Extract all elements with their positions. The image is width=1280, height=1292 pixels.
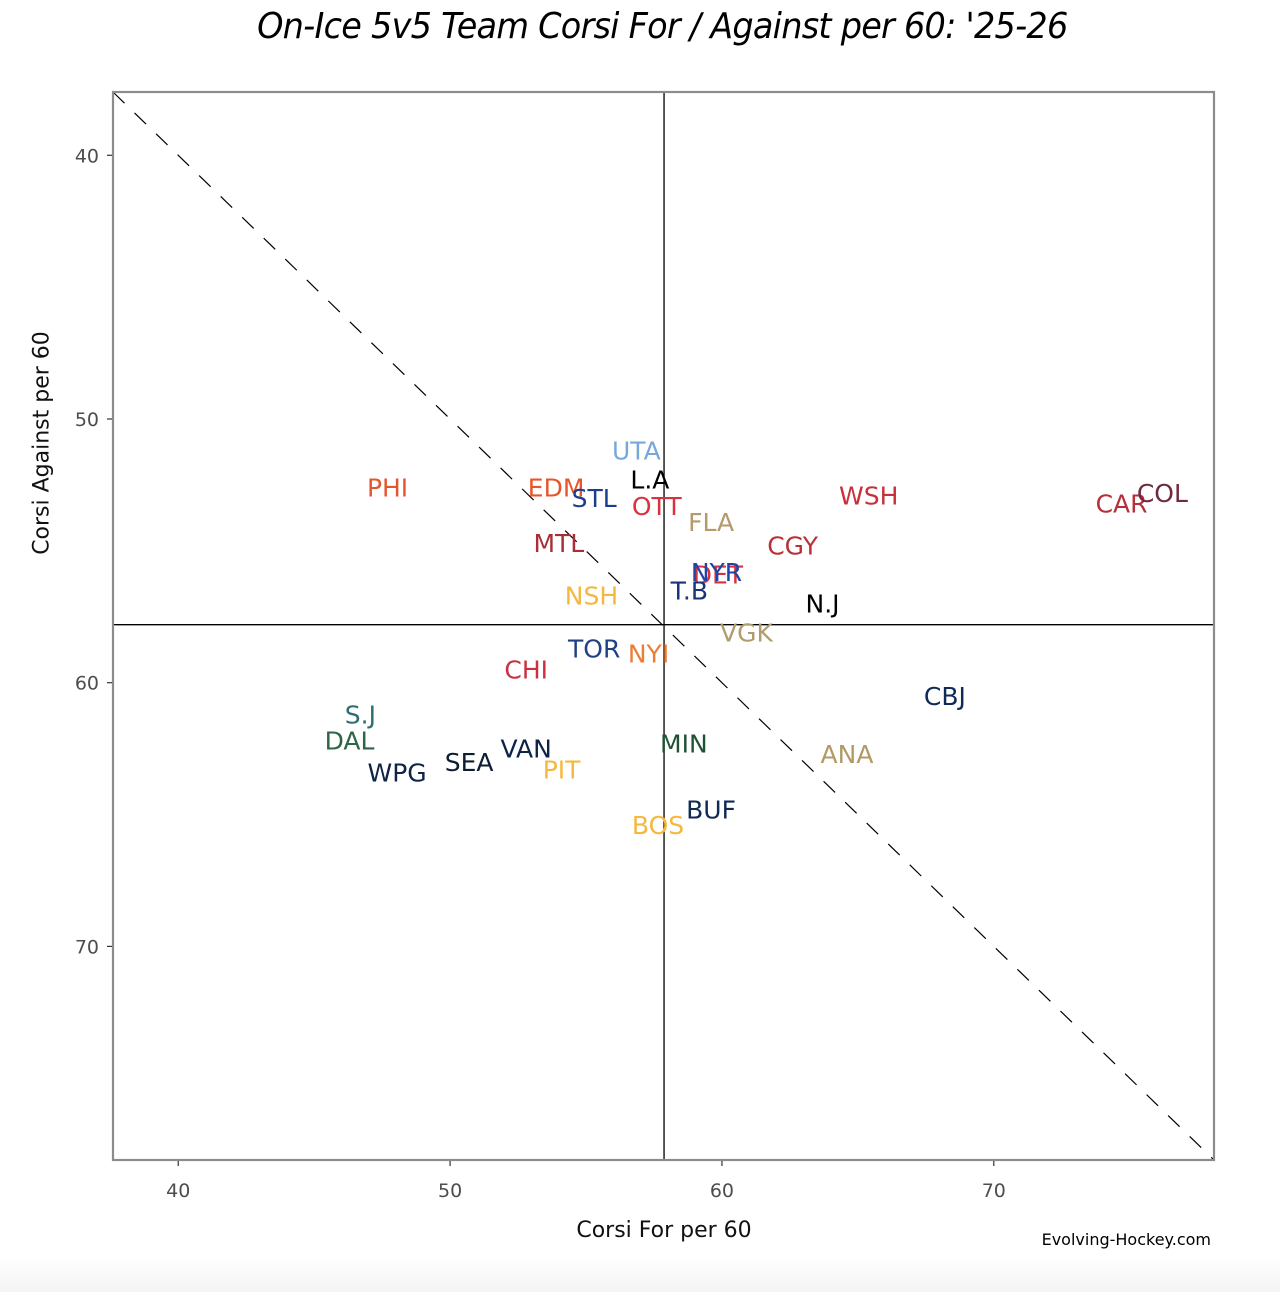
team-point-van: VAN — [501, 735, 552, 764]
team-point-dal: DAL — [325, 727, 375, 756]
team-point-chi: CHI — [504, 656, 548, 685]
team-point-cbj: CBJ — [924, 682, 966, 711]
y-tick-label: 70 — [75, 936, 99, 958]
x-axis-title: Corsi For per 60 — [576, 1218, 752, 1243]
team-point-nyi: NYI — [628, 640, 669, 669]
team-point-bos: BOS — [632, 811, 684, 840]
team-point-car: CAR — [1096, 489, 1148, 518]
team-point-vgk: VGK — [720, 619, 773, 648]
x-tick-label: 70 — [982, 1180, 1006, 1202]
team-point-col: COL — [1137, 479, 1188, 508]
team-point-min: MIN — [660, 729, 708, 758]
plot-border — [111, 90, 1216, 1162]
source-credit: Evolving-Hockey.com — [1041, 1230, 1211, 1249]
team-point-pit: PIT — [543, 756, 581, 785]
chart-title: On-Ice 5v5 Team Corsi For / Against per … — [257, 6, 1068, 47]
team-point-uta: UTA — [612, 437, 661, 466]
team-point-tb: T.B — [670, 576, 708, 605]
team-point-ott: OTT — [632, 492, 683, 521]
x-tick-label: 40 — [166, 1180, 190, 1202]
team-point-nsh: NSH — [565, 582, 618, 611]
x-tick-label: 50 — [438, 1180, 462, 1202]
team-point-buf: BUF — [686, 795, 736, 824]
team-point-edm: EDM — [528, 474, 585, 503]
team-point-ana: ANA — [821, 740, 874, 769]
team-point-nj: N.J — [806, 590, 840, 619]
team-point-det: DET — [693, 561, 744, 590]
team-point-nyr: NYR — [691, 558, 742, 587]
y-axis-title: Corsi Against per 60 — [29, 331, 55, 555]
team-point-wpg: WPG — [367, 758, 426, 787]
team-point-wsh: WSH — [839, 481, 898, 510]
team-point-sea: SEA — [445, 748, 494, 777]
x-tick-label: 60 — [710, 1180, 734, 1202]
diagonal-reference-line — [112, 91, 1215, 1161]
team-point-tor: TOR — [567, 634, 620, 663]
team-point-sj: S.J — [345, 700, 376, 729]
x-axis: 40 50 60 70 — [166, 1161, 1006, 1202]
y-tick-label: 60 — [75, 673, 99, 695]
team-point-stl: STL — [572, 484, 617, 513]
y-tick-label: 50 — [75, 409, 99, 431]
team-point-phi: PHI — [367, 474, 408, 503]
page-bottom-fade — [0, 1258, 1280, 1292]
y-axis: 40 50 60 70 — [75, 145, 112, 958]
team-point-la: L.A — [630, 466, 669, 495]
team-point-cgy: CGY — [767, 532, 819, 561]
team-point-mtl: MTL — [533, 529, 584, 558]
y-tick-label: 40 — [75, 145, 99, 167]
team-point-fla: FLA — [688, 508, 734, 537]
